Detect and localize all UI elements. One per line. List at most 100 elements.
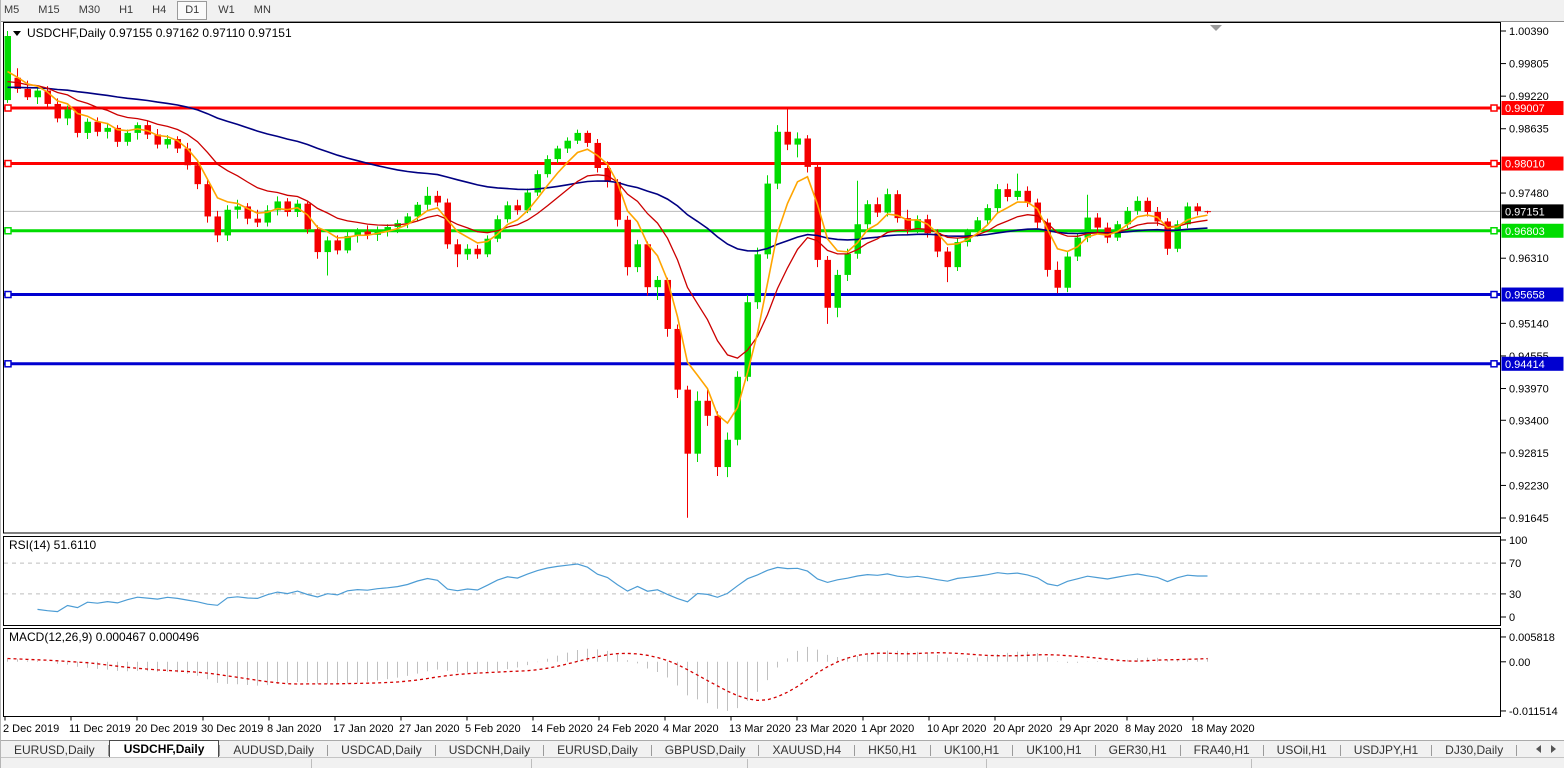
hline-handle[interactable] xyxy=(4,227,12,235)
hline-handle[interactable] xyxy=(1490,290,1498,299)
timeframe-button-H1[interactable]: H1 xyxy=(119,4,134,16)
candle xyxy=(494,219,501,239)
hline-handle[interactable] xyxy=(4,159,12,168)
timeframe-button-D1[interactable]: D1 xyxy=(177,1,208,20)
hline-handle[interactable] xyxy=(1490,360,1498,368)
candle xyxy=(164,139,171,145)
candle xyxy=(684,389,691,454)
candle xyxy=(424,195,431,205)
chart-tab-USOil-H1[interactable]: USOil,H1 xyxy=(1276,743,1327,757)
candle xyxy=(74,109,81,133)
chart-tab-HK50-H1[interactable]: HK50,H1 xyxy=(868,743,917,757)
candle xyxy=(784,131,791,145)
candle xyxy=(984,208,991,221)
horizontal-lines-layer[interactable] xyxy=(4,104,1500,368)
timeframe-button-M5[interactable]: M5 xyxy=(4,4,20,16)
chart-tab-USDCNH-Daily[interactable]: USDCNH,Daily xyxy=(448,743,531,757)
timeframe-button-W1[interactable]: W1 xyxy=(218,4,235,16)
chart-tab-USDCHF-Daily[interactable]: USDCHF,Daily xyxy=(108,740,220,758)
rsi-axis-label: 70 xyxy=(1509,558,1521,570)
rsi-line xyxy=(37,563,1208,613)
main-chart-panel[interactable] xyxy=(3,22,1501,534)
macd-panel[interactable] xyxy=(3,628,1501,717)
candle xyxy=(4,36,11,101)
chart-tab-UK100-H1[interactable]: UK100,H1 xyxy=(943,743,1000,757)
candle xyxy=(284,201,291,212)
chart-tab-GER30-H1[interactable]: GER30,H1 xyxy=(1108,743,1167,757)
candle xyxy=(194,165,201,185)
hline-handle[interactable] xyxy=(4,290,12,299)
price-axis-label: 0.95140 xyxy=(1509,318,1549,330)
candle xyxy=(624,219,631,268)
price-axis-label: 0.93400 xyxy=(1509,415,1549,427)
candle xyxy=(1004,189,1011,197)
candle xyxy=(914,219,921,230)
chart-tab-GBPUSD-Daily[interactable]: GBPUSD,Daily xyxy=(664,743,746,757)
price-axis[interactable]: 1.00390 0.99805 0.99220 0.98635 0.97480 0.963… xyxy=(1501,26,1549,525)
chart-tab-XAUUSD-H4[interactable]: XAUUSD,H4 xyxy=(772,743,842,757)
candle xyxy=(994,189,1001,209)
timeframe-button-MN[interactable]: MN xyxy=(253,4,271,16)
hline-handle[interactable] xyxy=(1490,159,1498,168)
current-price-tag xyxy=(1501,204,1564,219)
chart-tab-EURUSD-Daily[interactable]: EURUSD,Daily xyxy=(14,743,95,757)
candle xyxy=(904,218,911,230)
chart-tab-UK100-H1[interactable]: UK100,H1 xyxy=(1026,743,1082,757)
candle xyxy=(524,192,531,211)
candle xyxy=(794,138,801,145)
candle xyxy=(234,206,241,210)
status-pane-divider xyxy=(311,759,312,768)
timeframe-button-H4[interactable]: H4 xyxy=(152,4,167,16)
tab-separator xyxy=(434,745,436,756)
candle xyxy=(754,254,761,303)
date-axis-label: 1 Apr 2020 xyxy=(861,723,914,735)
candle xyxy=(554,148,561,160)
timeframe-button-M15[interactable]: M15 xyxy=(38,4,60,16)
chart-tab-AUDUSD-Daily[interactable]: AUDUSD,Daily xyxy=(233,743,315,757)
candle xyxy=(954,242,961,268)
candle xyxy=(474,248,481,255)
timeframe-button-M30[interactable]: M30 xyxy=(78,4,101,16)
chart-tab-DJ30-Daily[interactable]: DJ30,Daily xyxy=(1445,743,1504,757)
tab-scroll-left-icon[interactable] xyxy=(1536,745,1541,753)
svg-text:0.95658: 0.95658 xyxy=(1505,290,1545,302)
chart-tab-EURUSD-Daily[interactable]: EURUSD,Daily xyxy=(557,743,638,757)
scroll-position-marker[interactable] xyxy=(1210,25,1222,31)
candle xyxy=(884,194,891,213)
hline-price-tag xyxy=(1501,356,1564,371)
candle xyxy=(654,279,661,288)
date-axis[interactable]: 2 Dec 2019 11 Dec 2019 20 Dec 2019 30 Dec 2… xyxy=(3,716,1255,736)
hline-handle[interactable] xyxy=(4,104,12,112)
status-pane-divider xyxy=(747,759,748,768)
symbol-dropdown-icon[interactable] xyxy=(13,31,21,36)
candle xyxy=(104,127,111,132)
candle xyxy=(124,132,131,142)
candle xyxy=(944,251,951,268)
tab-separator xyxy=(854,745,856,756)
chart-canvas[interactable]: 1.00390 0.99805 0.99220 0.98635 0.97480 0.963… xyxy=(1,21,1564,768)
candle xyxy=(614,181,621,220)
hline-handle[interactable] xyxy=(1490,227,1498,235)
candle xyxy=(184,148,191,166)
hline-handle[interactable] xyxy=(4,360,12,368)
candle xyxy=(814,166,821,260)
date-axis-label: 14 Feb 2020 xyxy=(531,723,593,735)
candle xyxy=(844,253,851,275)
rsi-panel[interactable] xyxy=(3,536,1501,626)
status-bar xyxy=(1,757,1564,768)
rsi-axis-label: 0 xyxy=(1509,612,1515,624)
tab-scroll-right-icon[interactable] xyxy=(1551,745,1556,753)
price-axis-label: 0.98635 xyxy=(1509,124,1549,136)
chart-tab-FRA40-H1[interactable]: FRA40,H1 xyxy=(1193,743,1250,757)
candle xyxy=(1084,217,1091,238)
hline-handle[interactable] xyxy=(1490,104,1498,112)
date-axis-label: 5 Feb 2020 xyxy=(465,723,521,735)
candle xyxy=(484,238,491,255)
candle xyxy=(694,400,701,454)
chart-tab-USDCAD-Daily[interactable]: USDCAD,Daily xyxy=(341,743,422,757)
candle xyxy=(24,88,31,98)
candle xyxy=(774,131,781,184)
chart-tab-USDJPY-H1[interactable]: USDJPY,H1 xyxy=(1353,743,1419,757)
timeframe-toolbar: M5 M15 M30 H1 H4 D1 W1 MN xyxy=(1,0,1564,22)
candle xyxy=(254,218,261,223)
